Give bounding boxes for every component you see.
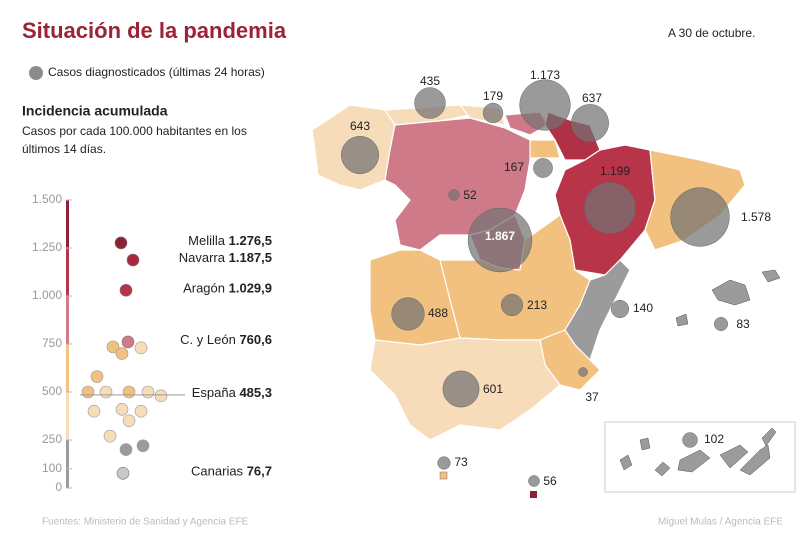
y-tick-label: 750 <box>42 336 62 350</box>
region-name: Melilla <box>188 233 226 248</box>
incidence-dot <box>126 253 140 267</box>
incidence-dot <box>103 429 117 443</box>
y-tick-label: 1.250 <box>32 240 62 254</box>
incidence-dot <box>106 340 120 354</box>
y-tick-label: 0 <box>55 480 62 494</box>
case-bubble <box>519 79 571 131</box>
case-label: 102 <box>704 432 724 446</box>
region-value: 760,6 <box>239 332 272 347</box>
y-tick-label: 100 <box>42 461 62 475</box>
y-tick-label: 500 <box>42 384 62 398</box>
case-bubble <box>340 135 380 175</box>
case-label: 488 <box>428 306 448 320</box>
highlight-label: C. y León 760,6 <box>180 332 272 347</box>
case-label: 73 <box>454 455 468 469</box>
region-value: 1.276,5 <box>229 233 272 248</box>
region-name: Navarra <box>179 250 226 265</box>
incidence-dot <box>141 385 155 399</box>
incidence-dot <box>134 341 148 355</box>
case-label: 1.173 <box>530 68 560 82</box>
case-label: 83 <box>736 317 750 331</box>
y-tick-label: 250 <box>42 432 62 446</box>
legend-symbol <box>29 66 43 80</box>
sources: Fuentes: Ministerio de Sanidad y Agencia… <box>42 517 249 528</box>
region-name: C. y León <box>180 332 236 347</box>
case-label: 140 <box>633 301 653 315</box>
incidence-dot <box>122 385 136 399</box>
highlight-label: Melilla 1.276,5 <box>188 233 272 248</box>
highlight-label: España 485,3 <box>192 385 272 400</box>
incidence-dot <box>122 414 136 428</box>
case-bubble <box>482 102 504 124</box>
case-bubble <box>682 432 698 448</box>
case-label: 179 <box>483 89 503 103</box>
case-bubble <box>578 367 588 377</box>
case-bubble <box>437 456 451 470</box>
region-name: Canarias <box>191 464 244 479</box>
case-bubble <box>414 87 446 119</box>
incidence-desc: últimos 14 días. <box>22 142 106 156</box>
highlight-label: Aragón 1.029,9 <box>183 281 272 296</box>
incidence-desc: Casos por cada 100.000 habitantes en los <box>22 124 247 138</box>
case-bubble <box>448 189 460 201</box>
incidence-dot <box>114 236 128 250</box>
region-value: 1.029,9 <box>229 281 272 296</box>
legend-label: Casos diagnosticados (últimas 24 horas) <box>48 65 265 79</box>
case-bubble <box>500 293 524 317</box>
incidence-dot <box>119 283 133 297</box>
case-label: 37 <box>585 390 599 404</box>
incidence-dot <box>115 402 129 416</box>
case-bubble <box>533 158 553 178</box>
incidence-dot <box>134 404 148 418</box>
case-label: 435 <box>420 74 440 88</box>
y-tick-label: 1.500 <box>32 192 62 206</box>
case-bubble <box>571 104 609 142</box>
region-name: España <box>192 385 237 400</box>
case-label: 1.199 <box>600 164 630 178</box>
case-bubble <box>584 182 636 234</box>
region-value: 1.187,5 <box>229 250 272 265</box>
case-label: 637 <box>582 91 602 105</box>
case-label: 1.578 <box>741 210 771 224</box>
incidence-title: Incidencia acumulada <box>22 103 168 119</box>
case-label: 601 <box>483 382 503 396</box>
region-name: Aragón <box>183 281 225 296</box>
case-label: 643 <box>350 119 370 133</box>
highlight-label: Navarra 1.187,5 <box>179 250 272 265</box>
incidence-dot <box>116 466 130 480</box>
incidence-dot <box>115 347 129 360</box>
case-bubble <box>670 187 730 247</box>
case-bubble <box>391 297 425 331</box>
case-bubble <box>714 317 728 331</box>
case-label: 52 <box>463 188 477 202</box>
date: A 30 de octubre. <box>668 26 755 40</box>
highlight-label: Canarias 76,7 <box>191 464 272 479</box>
region-value: 76,7 <box>247 464 272 479</box>
incidence-dot <box>87 404 101 418</box>
case-label: 213 <box>527 298 547 312</box>
incidence-dot <box>119 443 133 456</box>
case-bubble <box>467 207 533 273</box>
case-bubble <box>442 370 480 408</box>
case-label: 1.867 <box>485 229 515 243</box>
incidence-dot <box>136 439 150 453</box>
credit: Miguel Mulas / Agencia EFE <box>658 517 783 528</box>
case-bubble <box>610 299 630 319</box>
incidence-dot <box>121 335 135 349</box>
case-bubble <box>528 475 540 487</box>
title: Situación de la pandemia <box>22 18 287 43</box>
case-label: 56 <box>543 474 557 488</box>
incidence-dot <box>81 385 95 399</box>
y-tick-label: 1.000 <box>32 288 62 302</box>
incidence-dot <box>99 385 113 399</box>
case-label: 167 <box>504 160 524 174</box>
region-value: 485,3 <box>239 385 272 400</box>
incidence-dot <box>90 370 104 383</box>
scale-bar <box>66 200 69 488</box>
incidence-dot <box>154 389 168 403</box>
